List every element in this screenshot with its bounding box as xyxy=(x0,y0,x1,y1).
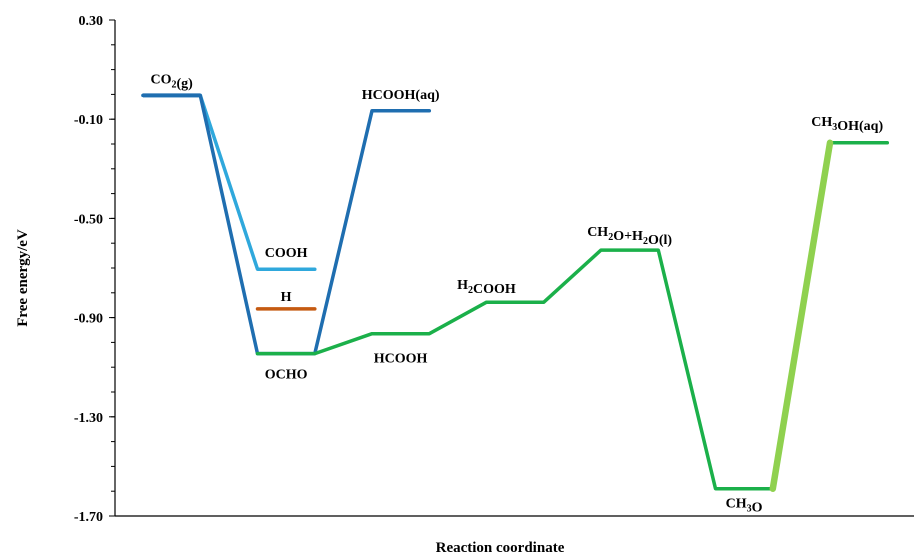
y-tick-label: -1.30 xyxy=(74,411,103,426)
state-label: H2COOH xyxy=(457,278,516,297)
labels-layer: CO2(g) HCOOH(aq) COOH H OCHO HCOOH H2COOH CH2O+… xyxy=(150,72,883,515)
series-line xyxy=(141,93,317,271)
state-label: CH3OH(aq) xyxy=(811,115,883,134)
y-tick-label: -0.90 xyxy=(74,312,103,327)
state-label: HCOOH(aq) xyxy=(362,88,440,103)
state-label: OCHO xyxy=(265,368,308,383)
series-line xyxy=(141,93,432,356)
series-layer xyxy=(141,93,890,492)
y-tick-label: -0.10 xyxy=(74,113,103,128)
series-line xyxy=(769,139,834,492)
y-tick-label: -0.50 xyxy=(74,212,103,227)
axes: 0.30 -0.10 -0.50 -0.90 -1.30 -1.70 xyxy=(74,14,914,525)
state-label: HCOOH xyxy=(374,352,428,367)
y-tick-label: 0.30 xyxy=(79,14,104,29)
y-tick-label: -1.70 xyxy=(74,510,103,525)
state-label: COOH xyxy=(265,246,308,261)
state-label: CH2O+H2O(l) xyxy=(587,225,672,248)
state-label: CH3O xyxy=(726,497,763,516)
y-axis-title: Free energy/eV xyxy=(15,229,31,327)
state-label: H xyxy=(281,290,292,305)
x-axis-title: Reaction coordinate xyxy=(436,540,565,556)
state-label: CO2(g) xyxy=(150,72,193,91)
